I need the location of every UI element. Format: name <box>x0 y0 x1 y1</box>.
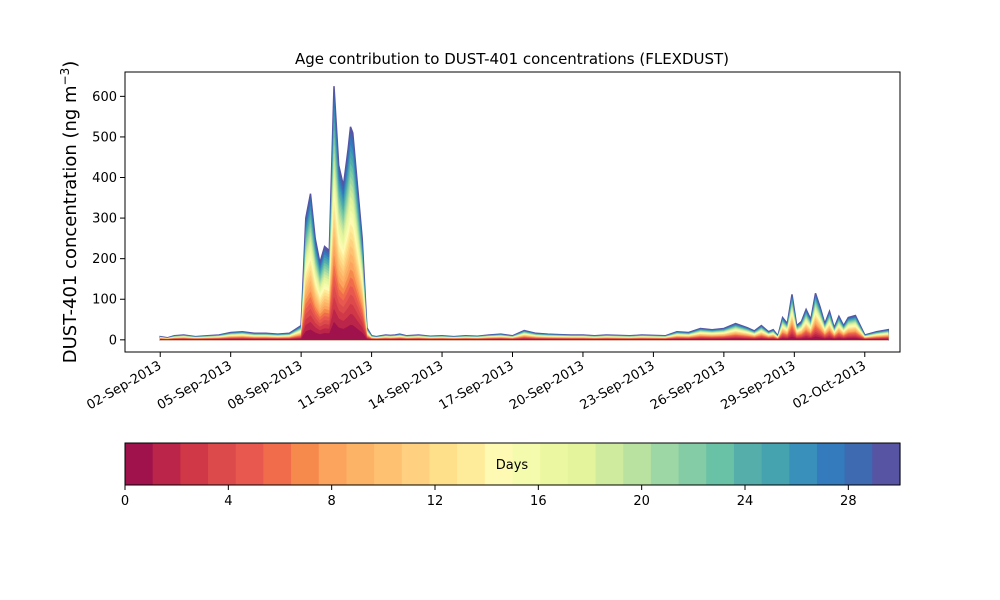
colorbar-swatch <box>789 443 818 485</box>
colorbar-tick-label: 20 <box>633 494 650 509</box>
y-axis-label: DUST-401 concentration (ng m−3) <box>58 61 81 364</box>
y-tick-label: 500 <box>92 130 117 145</box>
colorbar-swatch <box>484 443 514 485</box>
colorbar-tick-label: 28 <box>840 494 857 509</box>
colorbar-swatch <box>346 443 375 485</box>
x-tick-label: 23-Sep-2013 <box>578 358 658 413</box>
age-band-19 <box>160 146 889 340</box>
colorbar-swatch <box>567 443 597 485</box>
chart-title: Age contribution to DUST-401 concentrati… <box>295 50 729 68</box>
age-band-6 <box>160 256 889 340</box>
y-axis-label-exponent: −3 <box>58 68 72 86</box>
y-tick-label: 400 <box>92 171 117 186</box>
y-axis-label-main: DUST-401 concentration (ng m <box>60 85 81 363</box>
colorbar-swatch <box>844 443 873 485</box>
colorbar-swatch <box>401 443 431 485</box>
colorbar-swatch <box>235 443 264 485</box>
colorbar-tick-label: 0 <box>121 494 129 509</box>
colorbar-tick-label: 12 <box>427 494 444 509</box>
colorbar-tick-label: 8 <box>328 494 336 509</box>
age-band-27 <box>159 86 890 341</box>
x-tick-label: 20-Sep-2013 <box>507 358 587 413</box>
colorbar-label: Days <box>496 458 529 473</box>
colorbar-swatch <box>180 443 209 485</box>
y-tick-label: 300 <box>92 212 117 227</box>
age-band-24 <box>160 108 889 340</box>
y-tick-label: 600 <box>92 90 117 105</box>
x-tick-label: 08-Sep-2013 <box>225 358 305 413</box>
age-band-23 <box>160 115 889 340</box>
age-band-17 <box>160 161 889 340</box>
colorbar-swatch <box>623 443 652 485</box>
y-axis: 0 100 200 300 400 500 600 <box>92 90 125 348</box>
colorbar-swatch <box>706 443 735 485</box>
colorbar-swatch <box>512 443 541 485</box>
age-band-9 <box>160 228 889 340</box>
age-band-20 <box>160 138 889 340</box>
colorbar <box>125 443 901 485</box>
colorbar-swatch <box>761 443 790 485</box>
x-tick-label: 29-Sep-2013 <box>718 358 798 413</box>
x-tick-label: 17-Sep-2013 <box>437 358 517 413</box>
colorbar-tick-label: 16 <box>530 494 547 509</box>
colorbar-tick-label: 4 <box>224 494 232 509</box>
colorbar-swatch <box>595 443 624 485</box>
x-tick-label: 26-Sep-2013 <box>648 358 728 413</box>
colorbar-swatch <box>733 443 763 485</box>
y-tick-label: 100 <box>92 293 117 308</box>
colorbar-swatch <box>152 443 181 485</box>
age-band-25 <box>160 100 889 340</box>
age-band-16 <box>160 169 889 340</box>
x-axis: 02-Sep-201305-Sep-201308-Sep-201311-Sep-… <box>84 352 869 413</box>
x-tick-label: 05-Sep-2013 <box>155 358 235 413</box>
plot-area <box>159 86 890 341</box>
age-band-14 <box>160 185 889 340</box>
age-band-12 <box>160 202 889 340</box>
colorbar-swatch <box>318 443 348 485</box>
colorbar-swatch <box>457 443 486 485</box>
colorbar-tick-label: 24 <box>737 494 754 509</box>
age-band-0 <box>160 321 889 340</box>
age-band-10 <box>160 219 889 340</box>
colorbar-swatch <box>263 443 292 485</box>
age-band-7 <box>160 246 889 340</box>
age-band-22 <box>160 123 889 340</box>
colorbar-swatch <box>540 443 569 485</box>
age-band-13 <box>160 194 889 340</box>
age-band-18 <box>160 153 889 340</box>
colorbar-swatch <box>291 443 320 485</box>
age-band-26 <box>160 93 889 340</box>
y-tick-label: 200 <box>92 252 117 267</box>
colorbar-swatch <box>872 443 901 485</box>
colorbar-swatch <box>678 443 707 485</box>
age-band-15 <box>160 177 889 340</box>
colorbar-swatch <box>429 443 458 485</box>
x-tick-label: 02-Sep-2013 <box>84 358 164 413</box>
y-axis-label-close: ) <box>60 61 81 68</box>
age-band-11 <box>160 211 889 340</box>
colorbar-swatch <box>125 443 154 485</box>
colorbar-axis: 0 4 8 12 16 20 24 28 <box>121 485 857 509</box>
colorbar-swatch <box>374 443 403 485</box>
y-tick-label: 0 <box>109 333 117 348</box>
age-band-8 <box>160 237 889 340</box>
colorbar-swatch <box>816 443 846 485</box>
colorbar-frame <box>124 442 901 486</box>
colorbar-swatch <box>650 443 680 485</box>
x-tick-label: 02-Oct-2013 <box>790 358 868 412</box>
age-band-21 <box>160 130 889 340</box>
plot-frame <box>124 71 901 353</box>
x-tick-label: 14-Sep-2013 <box>366 358 446 413</box>
x-tick-label: 11-Sep-2013 <box>296 358 376 413</box>
colorbar-swatch <box>208 443 237 485</box>
